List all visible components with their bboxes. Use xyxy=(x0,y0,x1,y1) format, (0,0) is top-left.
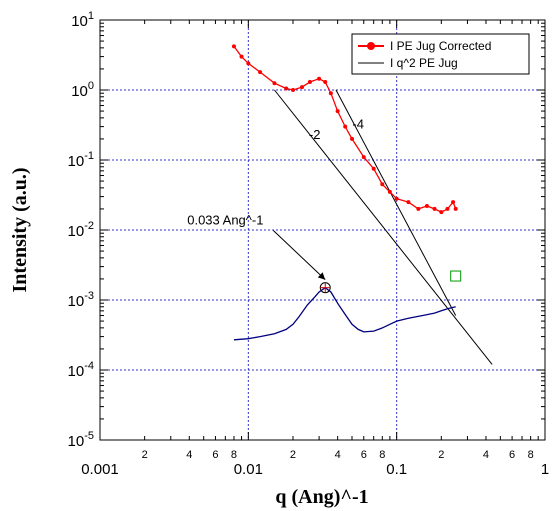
series-point xyxy=(335,109,340,114)
series-point xyxy=(387,189,392,194)
y-tick-labels: 101 100 10-1 10-2 10-3 10-4 10-5 xyxy=(68,10,94,450)
series-point xyxy=(299,85,304,90)
plot-frame xyxy=(99,19,546,441)
series-line-2 xyxy=(233,286,456,341)
series-point xyxy=(445,206,450,211)
y-axis-title: Intensity (a.u.) xyxy=(9,167,31,292)
y-major-tick-label: 10-4 xyxy=(68,360,94,380)
reference-lines: -2 -4 xyxy=(274,89,493,365)
legend-label-2: I q^2 PE Jug xyxy=(390,56,458,70)
x-major-tick-label: 0.01 xyxy=(234,461,263,478)
series-point xyxy=(290,88,295,92)
annotation-arrow-head xyxy=(317,272,326,280)
series-point xyxy=(416,206,421,211)
y-major-tick-label: 10-2 xyxy=(68,220,94,240)
series-point xyxy=(307,80,312,85)
series-point xyxy=(371,166,376,171)
series-point xyxy=(451,200,456,205)
y-major-tick-label: 100 xyxy=(71,80,94,100)
slope-line xyxy=(274,89,493,365)
x-minor-tick-label: 4 xyxy=(335,449,341,461)
y-major-tick-label: 10-3 xyxy=(68,290,94,310)
series-point xyxy=(272,81,277,86)
slope-label: -4 xyxy=(352,117,364,132)
legend: I PE Jug Corrected I q^2 PE Jug xyxy=(351,33,530,75)
x-minor-tick-label: 6 xyxy=(509,449,515,461)
series-point xyxy=(284,86,289,91)
series-point xyxy=(343,124,348,129)
series-point xyxy=(394,196,399,201)
y-major-tick-label: 10-1 xyxy=(68,150,94,170)
legend-box xyxy=(351,33,530,75)
series-point xyxy=(380,182,385,187)
legend-marker-1 xyxy=(367,42,375,50)
series-point xyxy=(231,44,236,49)
series-point xyxy=(406,200,411,205)
x-minor-tick-label: 2 xyxy=(438,449,444,461)
slope-line xyxy=(335,89,457,316)
x-tick-labels: 2 4 6 8 2 4 6 8 2 4 6 80.001 0.01 0.1 1 xyxy=(81,449,549,478)
series-layer xyxy=(231,44,458,341)
annotations: 0.033 Ang^-1 xyxy=(187,212,462,294)
y-major-tick-label: 10-5 xyxy=(68,430,94,450)
series-point xyxy=(246,61,251,66)
x-minor-tick-label: 4 xyxy=(186,449,192,461)
series-line-1 xyxy=(233,46,457,213)
slope-label: -2 xyxy=(309,127,321,142)
y-major-tick-label: 101 xyxy=(71,10,94,30)
x-minor-tick-label: 6 xyxy=(212,449,218,461)
grid xyxy=(100,20,545,440)
series-point xyxy=(317,76,322,81)
annotation-label: 0.033 Ang^-1 xyxy=(187,212,263,227)
x-minor-tick-label: 2 xyxy=(142,449,148,461)
series-point xyxy=(239,54,244,59)
series-point xyxy=(350,136,355,141)
legend-label-1: I PE Jug Corrected xyxy=(390,39,491,53)
series-point xyxy=(439,210,444,215)
series-point xyxy=(453,206,458,211)
x-minor-tick-label: 6 xyxy=(361,449,367,461)
series-point xyxy=(328,91,333,96)
x-minor-tick-label: 8 xyxy=(528,449,534,461)
x-axis-title: q (Ang)^-1 xyxy=(275,486,368,508)
series-point xyxy=(432,206,437,211)
x-major-tick-label: 0.001 xyxy=(81,461,119,478)
series-point xyxy=(323,80,328,85)
highlight-marker-square xyxy=(450,270,462,282)
x-minor-tick-label: 8 xyxy=(231,449,237,461)
x-minor-tick-label: 2 xyxy=(290,449,296,461)
series-point xyxy=(258,70,263,75)
x-minor-tick-label: 4 xyxy=(483,449,489,461)
annotation-arrow-line xyxy=(273,230,326,281)
series-point xyxy=(361,155,366,160)
x-major-tick-label: 1 xyxy=(541,461,549,478)
x-minor-tick-label: 8 xyxy=(379,449,385,461)
x-major-tick-label: 0.1 xyxy=(386,461,407,478)
series-point xyxy=(424,204,429,209)
axis-ticks xyxy=(99,20,546,441)
